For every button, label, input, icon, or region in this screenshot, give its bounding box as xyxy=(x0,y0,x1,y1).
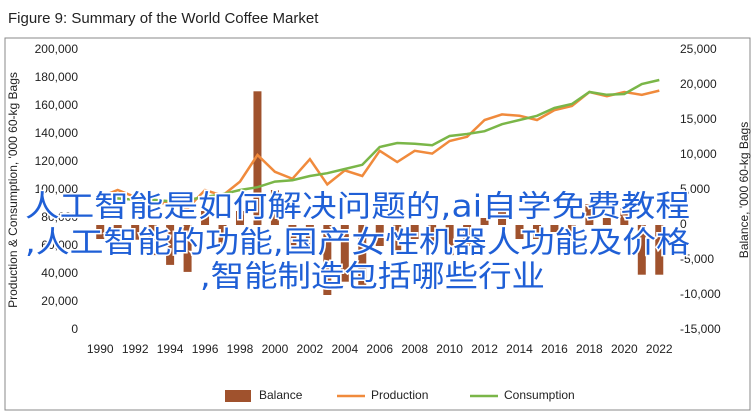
y2-tick-label: 15,000 xyxy=(680,112,717,126)
bar xyxy=(445,225,454,256)
bar xyxy=(218,225,227,246)
x-tick-label: 2008 xyxy=(401,342,428,356)
overlay-text: ,人工智能的功能,国产女性机器人功能及价格 xyxy=(25,226,690,261)
bar xyxy=(532,225,541,239)
x-tick-label: 2004 xyxy=(331,342,358,356)
bar xyxy=(288,225,297,246)
bar xyxy=(253,91,262,225)
y2-tick-label: -10,000 xyxy=(680,287,721,301)
bar xyxy=(323,225,332,295)
bar xyxy=(305,225,314,246)
bar xyxy=(201,211,210,225)
bar xyxy=(358,225,367,288)
x-tick-label: 2018 xyxy=(576,342,603,356)
line xyxy=(99,89,660,210)
x-tick-label: 1998 xyxy=(227,342,254,356)
y-tick-label: 100,000 xyxy=(35,182,79,196)
bar xyxy=(96,225,105,239)
y2-tick-label: 20,000 xyxy=(680,77,717,91)
chart-title: Figure 9: Summary of the World Coffee Ma… xyxy=(8,10,319,27)
x-tick-label: 2012 xyxy=(471,342,498,356)
x-tick-label: 2000 xyxy=(262,342,289,356)
bar xyxy=(498,211,507,225)
x-tick-label: 1994 xyxy=(157,342,184,356)
x-tick-label: 2006 xyxy=(366,342,393,356)
bar xyxy=(410,225,419,239)
y2-tick-label: -15,000 xyxy=(680,322,721,336)
x-tick-label: 2010 xyxy=(436,342,463,356)
y-axis-label: Production & Consumption, '000 60-kg Bag… xyxy=(6,72,20,308)
bar xyxy=(113,225,122,236)
y2-tick-label: 0 xyxy=(680,217,687,231)
x-tick-label: 1990 xyxy=(87,342,114,356)
y-tick-label: 160,000 xyxy=(35,98,79,112)
legend-label: Balance xyxy=(259,388,303,402)
y-tick-label: 20,000 xyxy=(41,294,78,308)
overlay-text: ,智能制造包括哪些行业 xyxy=(200,260,545,295)
x-tick-label: 2016 xyxy=(541,342,568,356)
bar xyxy=(235,211,244,225)
legend-label: Production xyxy=(371,388,428,402)
legend-label: Consumption xyxy=(504,388,575,402)
bar xyxy=(515,225,524,239)
bar xyxy=(270,190,279,225)
y-tick-label: 40,000 xyxy=(41,266,78,280)
bar xyxy=(655,225,664,275)
bar xyxy=(131,225,140,240)
x-tick-label: 2014 xyxy=(506,342,533,356)
bar xyxy=(428,225,437,246)
bar xyxy=(148,225,157,256)
bar xyxy=(183,225,192,272)
y2-axis-label: Balance, '000 60-kg Bags xyxy=(737,122,751,258)
x-tick-label: 2002 xyxy=(297,342,324,356)
bar xyxy=(463,225,472,246)
y2-tick-label: 5,000 xyxy=(680,182,710,196)
bar xyxy=(637,225,646,275)
bar xyxy=(550,225,559,232)
x-tick-label: 2022 xyxy=(646,342,673,356)
y-tick-label: 80,000 xyxy=(41,210,78,224)
bar xyxy=(567,225,576,253)
line xyxy=(100,78,660,203)
overlay-text: 人工智能是如何解决问题的,ai自学免费教程 xyxy=(25,190,690,225)
y2-tick-label: 25,000 xyxy=(680,42,717,56)
bar xyxy=(393,225,402,251)
bar xyxy=(166,225,175,265)
y-tick-label: 180,000 xyxy=(35,70,79,84)
x-tick-label: 1992 xyxy=(122,342,149,356)
y2-tick-label: 10,000 xyxy=(680,147,717,161)
y-tick-label: 120,000 xyxy=(35,154,79,168)
y-tick-label: 200,000 xyxy=(35,42,79,56)
chart-frame xyxy=(4,37,751,411)
bar xyxy=(480,218,489,225)
x-tick-label: 2020 xyxy=(611,342,638,356)
x-tick-label: 1996 xyxy=(192,342,219,356)
y-tick-label: 60,000 xyxy=(41,238,78,252)
legend-swatch xyxy=(225,390,251,402)
bar xyxy=(602,218,611,225)
y-tick-label: 0 xyxy=(71,322,78,336)
y2-tick-label: -5,000 xyxy=(680,252,714,266)
bar xyxy=(585,204,594,225)
bar xyxy=(620,207,629,225)
bar xyxy=(340,225,349,282)
y-tick-label: 140,000 xyxy=(35,126,79,140)
bar xyxy=(375,225,384,246)
